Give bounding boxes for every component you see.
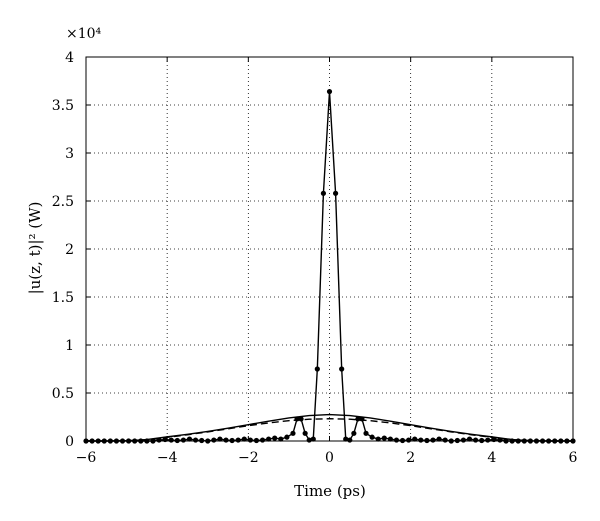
series-point: [241, 436, 247, 442]
series-point: [272, 435, 278, 441]
series-point: [235, 437, 241, 443]
series-point: [314, 366, 320, 372]
y-tick-label: 4: [65, 50, 74, 66]
series-point: [381, 435, 387, 441]
series-point: [310, 436, 316, 442]
x-tick-label: −2: [238, 450, 259, 466]
series-line-1: [86, 90, 573, 442]
series-point: [355, 416, 361, 422]
y-tick-label: 2: [65, 242, 74, 258]
series-point: [436, 436, 442, 442]
series-point: [326, 88, 333, 95]
series-point: [332, 190, 339, 196]
series-point: [302, 430, 308, 436]
series-point: [278, 436, 284, 442]
series-point: [485, 437, 491, 443]
series-point: [473, 437, 479, 443]
series-point: [320, 190, 327, 196]
series-point: [284, 434, 290, 440]
series-point: [369, 434, 375, 440]
series-point: [259, 437, 266, 443]
y-axis-label: |u(z, t)|² (W): [26, 202, 44, 295]
y-tick-label: 0.5: [52, 386, 74, 402]
y-tick-label: 3.5: [52, 98, 74, 114]
grid-lines: [86, 57, 573, 441]
x-tick-label: 6: [569, 450, 578, 466]
x-axis-label: Time (ps): [294, 482, 366, 500]
series-point: [266, 436, 272, 442]
series-point: [339, 366, 345, 372]
y-tick-label: 2.5: [52, 194, 74, 210]
axis-ticks: −6 −4 −2 0 2 4 6 0 0.5 1 1.5 2 2.5 3 3.5 4: [52, 50, 578, 466]
y-tick-label: 0: [65, 434, 74, 450]
series-point: [412, 436, 418, 442]
series-point: [363, 430, 369, 436]
x-tick-label: −6: [76, 450, 97, 466]
series-point: [223, 437, 229, 443]
series-point: [460, 437, 467, 443]
y-tick-label: 1.5: [52, 290, 74, 306]
series-point: [217, 436, 223, 442]
series-point: [430, 437, 436, 443]
series-point: [351, 430, 357, 436]
x-tick-label: −4: [157, 450, 178, 466]
series-point: [418, 437, 424, 443]
x-tick-label: 4: [487, 450, 496, 466]
series-point: [442, 437, 448, 443]
series-point: [211, 437, 217, 443]
y-scale-exponent-label: ×10⁴: [66, 26, 102, 42]
plot-series: [83, 88, 576, 444]
series-point: [343, 436, 349, 442]
series-point: [186, 436, 193, 442]
series-point: [180, 437, 186, 443]
y-tick-label: 1: [65, 338, 74, 354]
series-point: [387, 436, 393, 442]
x-tick-label: 2: [406, 450, 415, 466]
series-point: [290, 430, 296, 436]
series-point: [466, 436, 473, 442]
series-point: [393, 437, 400, 443]
series-point: [347, 437, 353, 443]
series-point: [375, 436, 381, 442]
series-point: [168, 437, 174, 443]
series-point: [192, 437, 199, 443]
x-tick-label: 0: [325, 450, 334, 466]
y-tick-label: 3: [65, 146, 74, 162]
